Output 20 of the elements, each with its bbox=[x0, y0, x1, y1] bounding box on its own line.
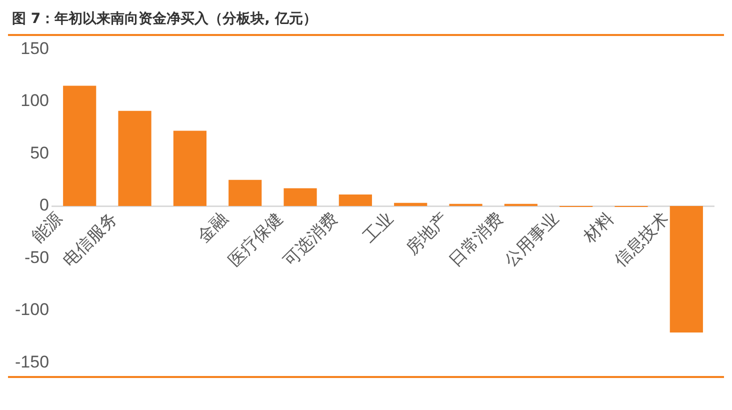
y-tick-label: 150 bbox=[20, 38, 50, 58]
y-tick-label: 50 bbox=[30, 143, 50, 162]
bar bbox=[228, 180, 262, 206]
chart-title: 图 7：年初以来南向资金净买入（分板块, 亿元） bbox=[11, 10, 318, 29]
x-tick-label: 金融 bbox=[194, 208, 232, 246]
bar bbox=[394, 202, 428, 206]
bar bbox=[173, 130, 206, 206]
bar bbox=[118, 110, 152, 206]
bar bbox=[670, 206, 703, 332]
x-tick-label: 工业 bbox=[359, 208, 397, 246]
y-tick-label: 0 bbox=[40, 196, 50, 215]
y-tick-label: -150 bbox=[14, 352, 50, 372]
y-tick-label: -50 bbox=[24, 248, 50, 267]
y-tick-label: 100 bbox=[20, 91, 50, 110]
y-tick-label: -100 bbox=[14, 300, 50, 320]
bar bbox=[284, 188, 317, 206]
x-tick-label: 材料 bbox=[579, 208, 618, 248]
x-tick-label: 日常消费 bbox=[446, 208, 508, 270]
bar bbox=[338, 194, 372, 206]
bar bbox=[63, 86, 96, 206]
